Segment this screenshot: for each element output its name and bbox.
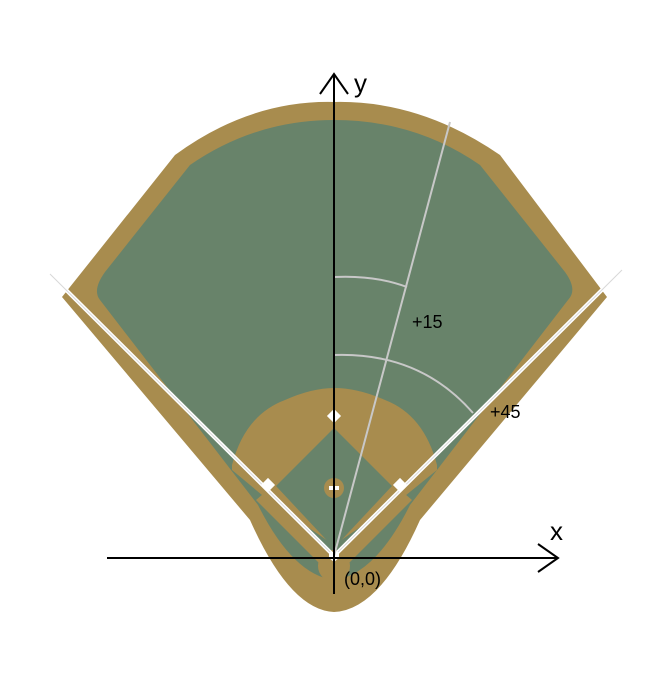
angle-arc-15 bbox=[333, 275, 408, 288]
first-base-icon bbox=[392, 477, 408, 493]
origin-label: (0,0) bbox=[344, 569, 381, 589]
left-foul-line-edge bbox=[49, 273, 335, 557]
third-base-line-dirt bbox=[256, 488, 334, 566]
reference-ray-15 bbox=[333, 121, 451, 557]
y-axis-arrow-icon bbox=[319, 72, 349, 95]
right-foul-line-edge bbox=[333, 269, 623, 557]
x-axis-label: x bbox=[550, 516, 563, 546]
y-axis-label: y bbox=[354, 68, 367, 98]
angle-label-15: +15 bbox=[412, 312, 443, 332]
third-base-icon bbox=[260, 477, 276, 493]
angle-arc-45 bbox=[333, 353, 474, 414]
first-base-line-dirt bbox=[334, 488, 412, 566]
x-axis-arrow-icon bbox=[537, 543, 560, 573]
angle-label-45: +45 bbox=[490, 402, 521, 422]
